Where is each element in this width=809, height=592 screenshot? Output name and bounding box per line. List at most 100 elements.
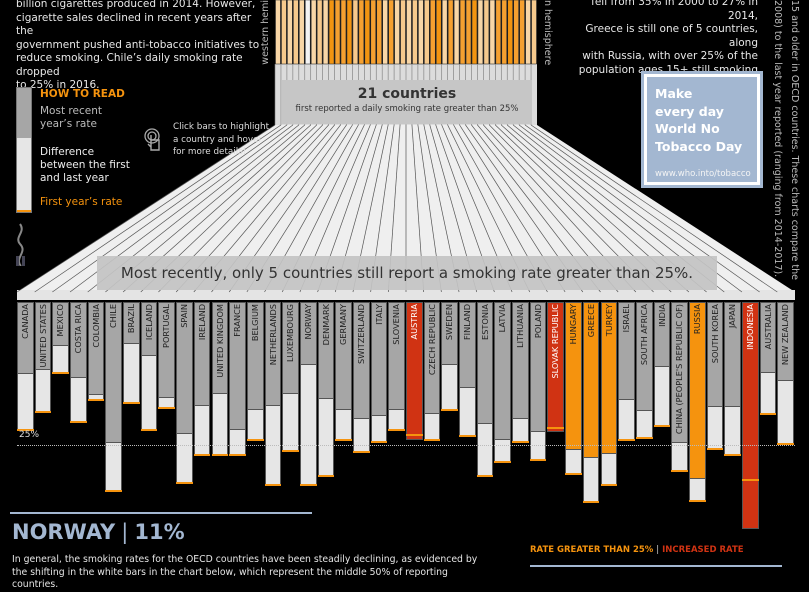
country-bar-spain[interactable] [176,302,194,486]
top-bar-brazil [310,0,317,65]
country-bar-new-zealand[interactable] [777,302,795,447]
difference-segment [370,416,388,442]
country-bar-south-korea[interactable] [706,302,725,452]
country-label: ESTONIA [479,304,490,340]
country-label: FRANCE [232,304,243,337]
country-bar-slovenia[interactable] [388,302,406,433]
story-left-line: cigarette sales declined in recent years… [16,11,252,38]
first-rate-marker [211,454,229,457]
country-bar-belgium[interactable] [246,302,265,443]
difference-segment [105,443,123,491]
funnel-line [16,124,276,293]
country-bar-south-africa[interactable] [635,302,654,441]
country-bar-sweden[interactable] [441,302,459,413]
country-bar-poland[interactable] [529,302,548,463]
recent-rate-segment [70,302,87,379]
country-bar-slovak-republic[interactable] [547,302,565,435]
first-rate-marker [529,458,547,461]
country-label: SWEDEN [444,304,455,341]
top-bar-japan [513,0,519,65]
recent-rate-segment [582,302,600,458]
country-bar-israel[interactable] [618,302,636,443]
country-label: AUSTRALIA [762,304,773,350]
top-bar-china-people-s-republic-of- [495,0,502,65]
country-bar-italy[interactable] [370,302,389,445]
country-bar-luxembourg[interactable] [282,302,300,454]
country-bar-germany[interactable] [335,302,353,443]
top-bar-canada [275,0,281,65]
top-bar-israel [477,0,484,65]
country-label: INDONESIA [744,304,755,350]
country-bar-switzerland[interactable] [352,302,371,455]
country-bar-ireland[interactable] [193,302,212,458]
recent-rate-segment [406,302,423,441]
top-bar-denmark [376,0,382,65]
country-bar-russia[interactable] [688,302,707,504]
first-rate-marker [423,438,441,441]
country-bar-costa-rica[interactable] [70,302,88,425]
recent-rate-segment [459,302,476,389]
divider [530,565,782,567]
story-right-line: with Russia, with over 25% of the [582,50,758,62]
difference-segment [246,410,264,440]
top-bar-ireland [334,0,341,65]
country-bar-denmark[interactable] [317,302,336,479]
country-label: LITHUANIA [515,304,526,348]
funnel-line [530,124,778,293]
country-bar-australia[interactable] [759,302,778,417]
separator: | [121,520,129,544]
first-rate-marker [565,473,582,476]
recent-rate-segment [671,302,688,444]
top-bar-costa-rica [293,0,299,65]
story-left-line: government pushed anti-tobacco initiativ… [16,38,260,51]
first-rate-marker [17,429,34,432]
country-bar-japan[interactable] [724,302,742,458]
country-bar-indonesia[interactable] [741,302,760,532]
recent-rate-segment [105,302,123,444]
country-bar-india[interactable] [653,302,672,429]
top-bar-belgium [352,0,359,65]
first-rate-marker [688,500,706,503]
country-bar-austria[interactable] [406,302,424,443]
who-banner[interactable]: Make every day World No Tobacco Day www.… [641,71,763,188]
first-rate-marker [229,454,246,457]
country-bar-iceland[interactable] [140,302,159,433]
country-bar-czech-republic[interactable] [423,302,442,443]
country-bar-china-people-s-republic-of[interactable] [671,302,689,474]
difference-segment [299,365,317,486]
top-bar-estonia [430,0,436,65]
country-bar-canada[interactable] [17,302,35,433]
smoke-icon [16,223,25,266]
story-right-line: Greece is still one of 5 countries, alon… [585,23,758,49]
top-bar-norway [370,0,377,65]
reference-line-25 [17,445,795,446]
country-bar-turkey[interactable] [600,302,619,488]
recent-rate-segment [335,302,352,410]
country-bar-norway[interactable] [299,302,318,488]
who-banner-url[interactable]: www.who.into/tobacco [655,169,751,179]
first-rate-marker [299,484,317,487]
difference-segment [335,409,352,441]
top-bar-luxembourg [364,0,371,65]
how-to-read-title: HOW TO READ [40,88,125,100]
country-bar-colombia[interactable] [87,302,106,403]
country-bar-portugal[interactable] [158,302,176,411]
country-bar-united-kingdom[interactable] [211,302,230,458]
country-bar-france[interactable] [229,302,247,458]
country-bar-lithuania[interactable] [512,302,530,445]
country-bar-mexico[interactable] [52,302,70,376]
difference-segment [52,346,70,373]
country-bar-brazil[interactable] [123,302,141,406]
country-bar-united-states[interactable] [34,302,53,415]
legend-sep: | [656,545,660,555]
country-bar-estonia[interactable] [476,302,495,479]
recent-rate-segment [388,302,405,411]
country-bar-greece[interactable] [582,302,601,505]
recent-rate-segment [299,302,317,366]
country-bar-hungary[interactable] [565,302,583,477]
country-bar-finland[interactable] [459,302,477,439]
difference-segment [211,394,229,456]
top-bar-united-kingdom [340,0,347,65]
country-bar-chile[interactable] [105,302,123,494]
first-rate-marker [759,413,777,416]
